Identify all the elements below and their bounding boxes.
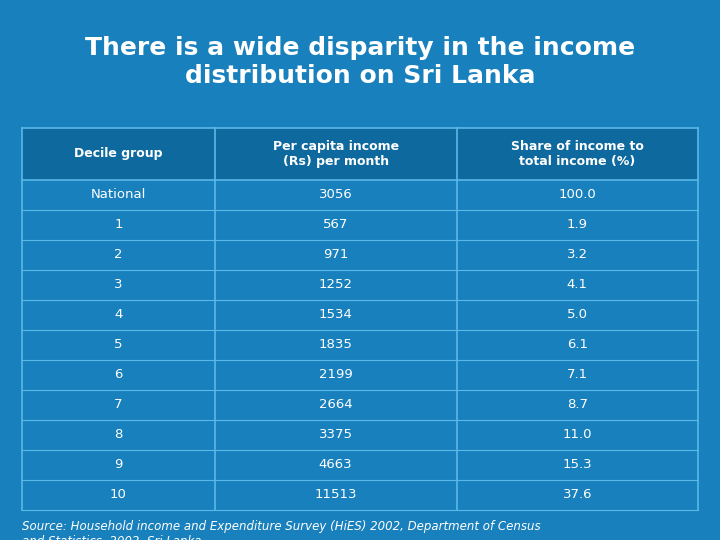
Bar	[22, 480, 698, 510]
Bar	[22, 270, 698, 300]
Text: 3375: 3375	[319, 429, 353, 442]
Text: 7.1: 7.1	[567, 368, 588, 381]
Text: 4663: 4663	[319, 458, 353, 471]
Text: 1: 1	[114, 219, 122, 232]
Text: 2664: 2664	[319, 399, 353, 411]
Text: 1835: 1835	[319, 339, 353, 352]
Text: 1252: 1252	[319, 279, 353, 292]
Text: 8.7: 8.7	[567, 399, 588, 411]
Text: Source: Household income and Expenditure Survey (HiES) 2002, Department of Censu: Source: Household income and Expenditure…	[22, 520, 541, 540]
Text: 11.0: 11.0	[562, 429, 592, 442]
Bar	[22, 390, 698, 420]
Text: 9: 9	[114, 458, 122, 471]
Bar	[22, 240, 698, 270]
Text: 567: 567	[323, 219, 348, 232]
Text: 37.6: 37.6	[562, 489, 592, 502]
Bar	[22, 180, 698, 210]
Text: 5.0: 5.0	[567, 308, 588, 321]
Text: 100.0: 100.0	[559, 188, 596, 201]
Text: 3.2: 3.2	[567, 248, 588, 261]
Bar	[22, 300, 698, 330]
Text: 8: 8	[114, 429, 122, 442]
Text: 7: 7	[114, 399, 122, 411]
Bar	[22, 210, 698, 240]
Text: Per capita income
(Rs) per month: Per capita income (Rs) per month	[273, 140, 399, 168]
Text: 5: 5	[114, 339, 122, 352]
Text: There is a wide disparity in the income
distribution on Sri Lanka: There is a wide disparity in the income …	[85, 36, 635, 88]
Text: 6.1: 6.1	[567, 339, 588, 352]
Bar	[22, 128, 698, 180]
Text: 2199: 2199	[319, 368, 353, 381]
Text: 2: 2	[114, 248, 122, 261]
Text: 3056: 3056	[319, 188, 353, 201]
Text: 15.3: 15.3	[562, 458, 592, 471]
Text: Share of income to
total income (%): Share of income to total income (%)	[511, 140, 644, 168]
Bar	[22, 420, 698, 450]
Bar	[22, 450, 698, 480]
Text: 971: 971	[323, 248, 348, 261]
Text: 4.1: 4.1	[567, 279, 588, 292]
Text: 1.9: 1.9	[567, 219, 588, 232]
Bar	[22, 330, 698, 360]
Text: 4: 4	[114, 308, 122, 321]
Text: 6: 6	[114, 368, 122, 381]
Text: National: National	[91, 188, 146, 201]
Bar	[22, 360, 698, 390]
Text: 3: 3	[114, 279, 122, 292]
Text: Decile group: Decile group	[74, 147, 163, 160]
Text: 10: 10	[110, 489, 127, 502]
Text: 1534: 1534	[319, 308, 353, 321]
Text: 11513: 11513	[315, 489, 357, 502]
